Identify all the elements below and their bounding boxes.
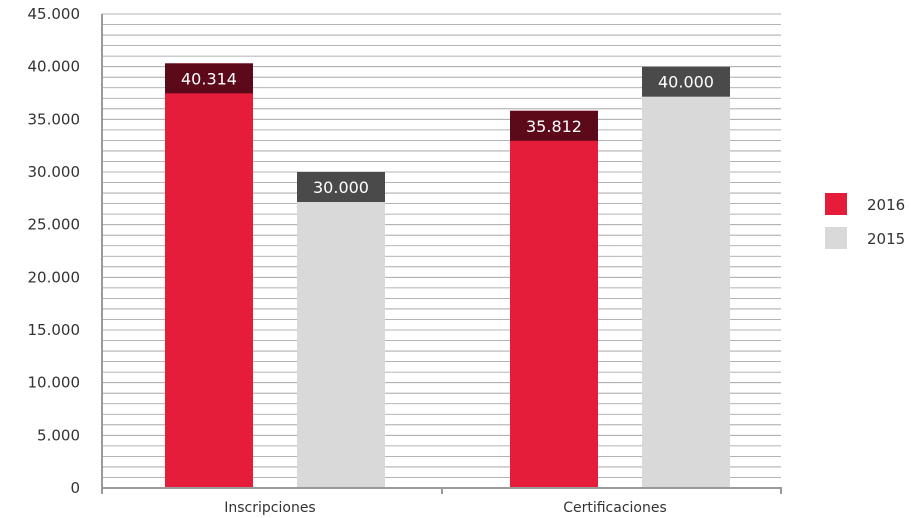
legend-swatch-2015 — [825, 227, 847, 249]
data-label-box — [297, 172, 385, 202]
data-label-box — [165, 63, 253, 94]
x-category-label: Certificaciones — [563, 500, 667, 516]
y-tick-label: 30.000 — [28, 163, 81, 181]
y-axis-ticks: 0 5.000 10.000 15.000 20.000 25.000 30.000 35.0… — [28, 5, 81, 497]
y-tick-label: 5.000 — [37, 426, 80, 444]
y-tick-label: 10.000 — [28, 374, 81, 392]
y-tick-label: 0 — [70, 479, 80, 497]
x-category-label: Inscripciones — [224, 500, 315, 516]
y-tick-label: 20.000 — [28, 268, 81, 286]
bar-2015-inscripciones — [297, 172, 385, 488]
y-tick-label: 35.000 — [28, 110, 81, 128]
data-label: 40.314 — [181, 69, 237, 88]
bar-2015-certificaciones — [642, 66, 730, 489]
bar-2016-certificaciones — [510, 110, 598, 488]
data-label: 40.000 — [658, 73, 714, 92]
legend: 2016 2015 — [825, 193, 905, 249]
y-tick-label: 25.000 — [28, 216, 81, 234]
x-axis-categories: Inscripciones Certificaciones — [101, 488, 782, 516]
y-tick-label: 40.000 — [28, 58, 81, 76]
data-label-box — [642, 66, 730, 97]
data-label: 30.000 — [313, 178, 369, 197]
data-label-box — [510, 110, 598, 141]
bar-2016-inscripciones — [165, 63, 253, 489]
legend-label: 2016 — [867, 196, 905, 214]
data-label: 35.812 — [526, 117, 582, 136]
y-tick-label: 45.000 — [28, 5, 81, 23]
legend-swatch-2016 — [825, 193, 847, 215]
bars: 40.314 30.000 35.812 40.000 — [165, 63, 730, 489]
y-tick-label: 15.000 — [28, 321, 81, 339]
legend-label: 2015 — [867, 230, 905, 248]
